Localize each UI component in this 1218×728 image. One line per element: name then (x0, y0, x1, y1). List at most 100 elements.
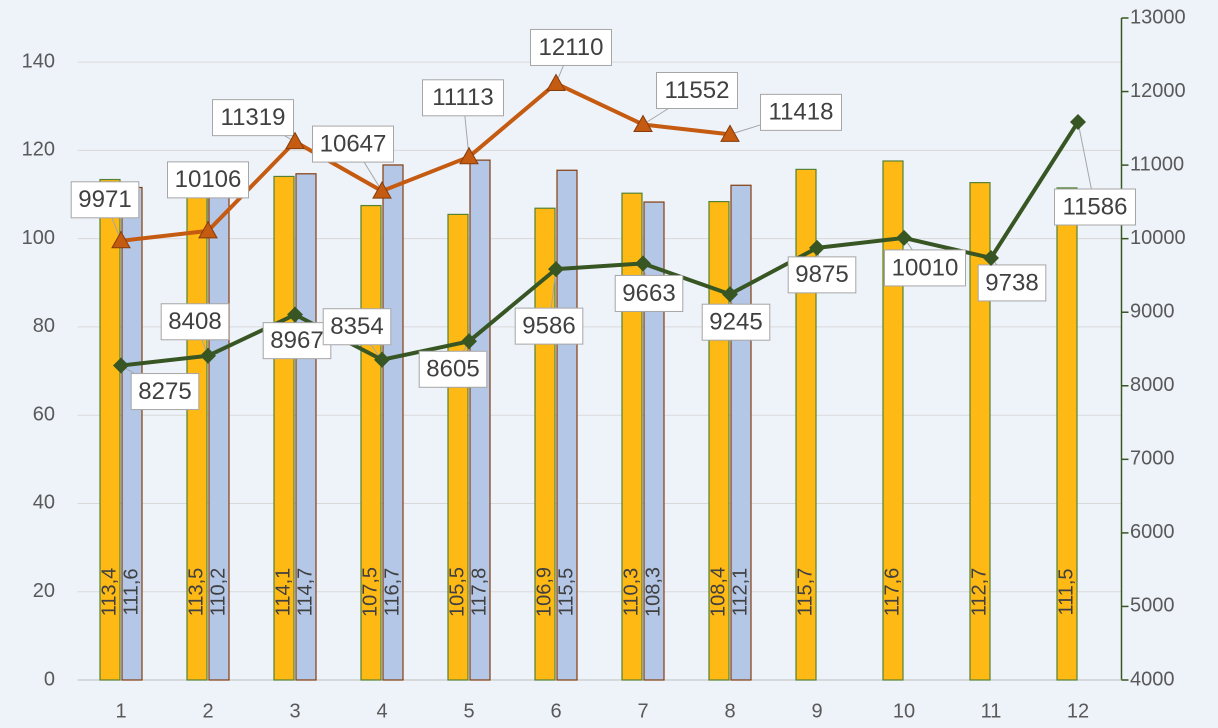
label-box (514, 307, 584, 345)
bar-value-label: 110,2 (207, 568, 229, 617)
data-label: 11586 (1063, 193, 1128, 220)
bar (882, 160, 904, 681)
label-box (160, 303, 230, 341)
data-label: 9663 (622, 280, 675, 307)
bar-value-label: 112,1 (729, 568, 751, 617)
data-label: 8967 (270, 327, 323, 354)
x-tick-label: 1 (115, 700, 126, 722)
marker (983, 249, 999, 266)
bar-value-label: 111,6 (120, 568, 142, 615)
labels: 9971 10106 11319 10647 11113 12110 11552 11418 (70, 28, 842, 241)
marker (372, 181, 392, 199)
y-tick-label: 0 (44, 668, 55, 690)
labels: 8275 8408 8967 8354 8605 9586 9663 9245 9875 1001… (120, 121, 1136, 411)
data-label: 10106 (175, 166, 242, 193)
marker (374, 351, 390, 368)
label-box (701, 303, 771, 341)
bar (621, 192, 643, 681)
label-box (656, 72, 738, 110)
marker (896, 229, 912, 246)
y-tick-label: 100 (22, 227, 55, 249)
y2-tick-label: 9000 (1130, 301, 1175, 323)
data-label: 8354 (330, 313, 383, 340)
marker (285, 131, 305, 150)
y-tick-label: 40 (33, 492, 55, 514)
y-tick-label: 140 (22, 50, 55, 72)
marker (198, 220, 218, 239)
data-label: 9971 (78, 186, 131, 213)
label-box (262, 322, 332, 360)
bar (795, 168, 817, 681)
bar-value-label: 111,5 (1055, 568, 1077, 615)
bar (556, 169, 578, 681)
x-tick-label: 7 (637, 700, 648, 722)
data-label: 9875 (795, 261, 848, 288)
bar (99, 178, 121, 681)
x-tick-label: 10 (893, 700, 915, 722)
label-box (787, 256, 857, 294)
y-tick-label: 60 (33, 403, 55, 425)
line (120, 81, 731, 243)
bar (969, 182, 991, 681)
y-tick-label: 120 (22, 139, 55, 161)
bar-value-label: 116,7 (381, 568, 403, 617)
bar (1056, 187, 1078, 681)
marker (633, 114, 653, 133)
marker (200, 347, 216, 364)
marker (809, 239, 825, 256)
y2-tick-label: 13000 (1130, 6, 1186, 28)
data-label: 8275 (138, 378, 191, 405)
y2-tick-label: 11000 (1130, 153, 1184, 175)
label-box (422, 79, 504, 117)
x-tick-label: 8 (724, 700, 735, 722)
bar-value-label: 114,7 (294, 568, 316, 617)
bar-value-label: 115,5 (555, 568, 577, 617)
bar-value-label: 112,7 (968, 568, 990, 617)
data-label: 8605 (426, 356, 479, 383)
bar-value-label: 108,4 (707, 567, 729, 617)
data-label: 9586 (522, 312, 575, 339)
label-box (530, 28, 612, 66)
bar (295, 173, 317, 681)
marker (1070, 114, 1086, 131)
data-label: 10647 (320, 130, 387, 157)
y2-tick-label: 7000 (1130, 448, 1175, 470)
label-box (418, 350, 488, 388)
bar (382, 164, 404, 681)
y-tick-label: 20 (33, 580, 55, 602)
label-box (70, 181, 140, 219)
x-tick-label: 11 (981, 700, 1002, 722)
label-box (212, 99, 294, 137)
bar-value-label: 117,8 (468, 568, 490, 617)
data-label: 11418 (769, 99, 834, 126)
bar-value-label: 108,3 (642, 567, 664, 617)
y-tick-label: 80 (33, 315, 55, 337)
label-box (312, 125, 394, 163)
bar-value-label: 117,6 (881, 568, 903, 617)
label-box (614, 274, 684, 312)
bar (469, 159, 491, 681)
label-box (977, 264, 1047, 302)
bar-value-label: 113,5 (185, 568, 207, 617)
x-tick-label: 4 (376, 700, 387, 722)
label-box (130, 373, 200, 411)
data-label: 8408 (168, 308, 221, 335)
data-label: 10010 (892, 254, 959, 281)
bar (273, 175, 295, 681)
y2-tick-label: 5000 (1130, 595, 1175, 617)
label-box (760, 93, 842, 131)
marker (546, 73, 566, 91)
x-tick-label: 3 (289, 700, 300, 722)
bar-value-label: 110,3 (620, 568, 642, 617)
bar-value-label: 105,5 (446, 567, 468, 617)
data-label: 9245 (709, 309, 762, 336)
y2-tick-label: 8000 (1130, 374, 1175, 396)
bar-value-label: 107,5 (359, 567, 381, 617)
x-tick-label: 2 (202, 700, 213, 722)
y2-tick-label: 10000 (1130, 227, 1186, 249)
data-label: 11113 (432, 84, 493, 111)
label-box (322, 308, 392, 346)
bar-value-label: 106,9 (533, 567, 555, 617)
bar-value-label: 115,7 (794, 568, 816, 617)
